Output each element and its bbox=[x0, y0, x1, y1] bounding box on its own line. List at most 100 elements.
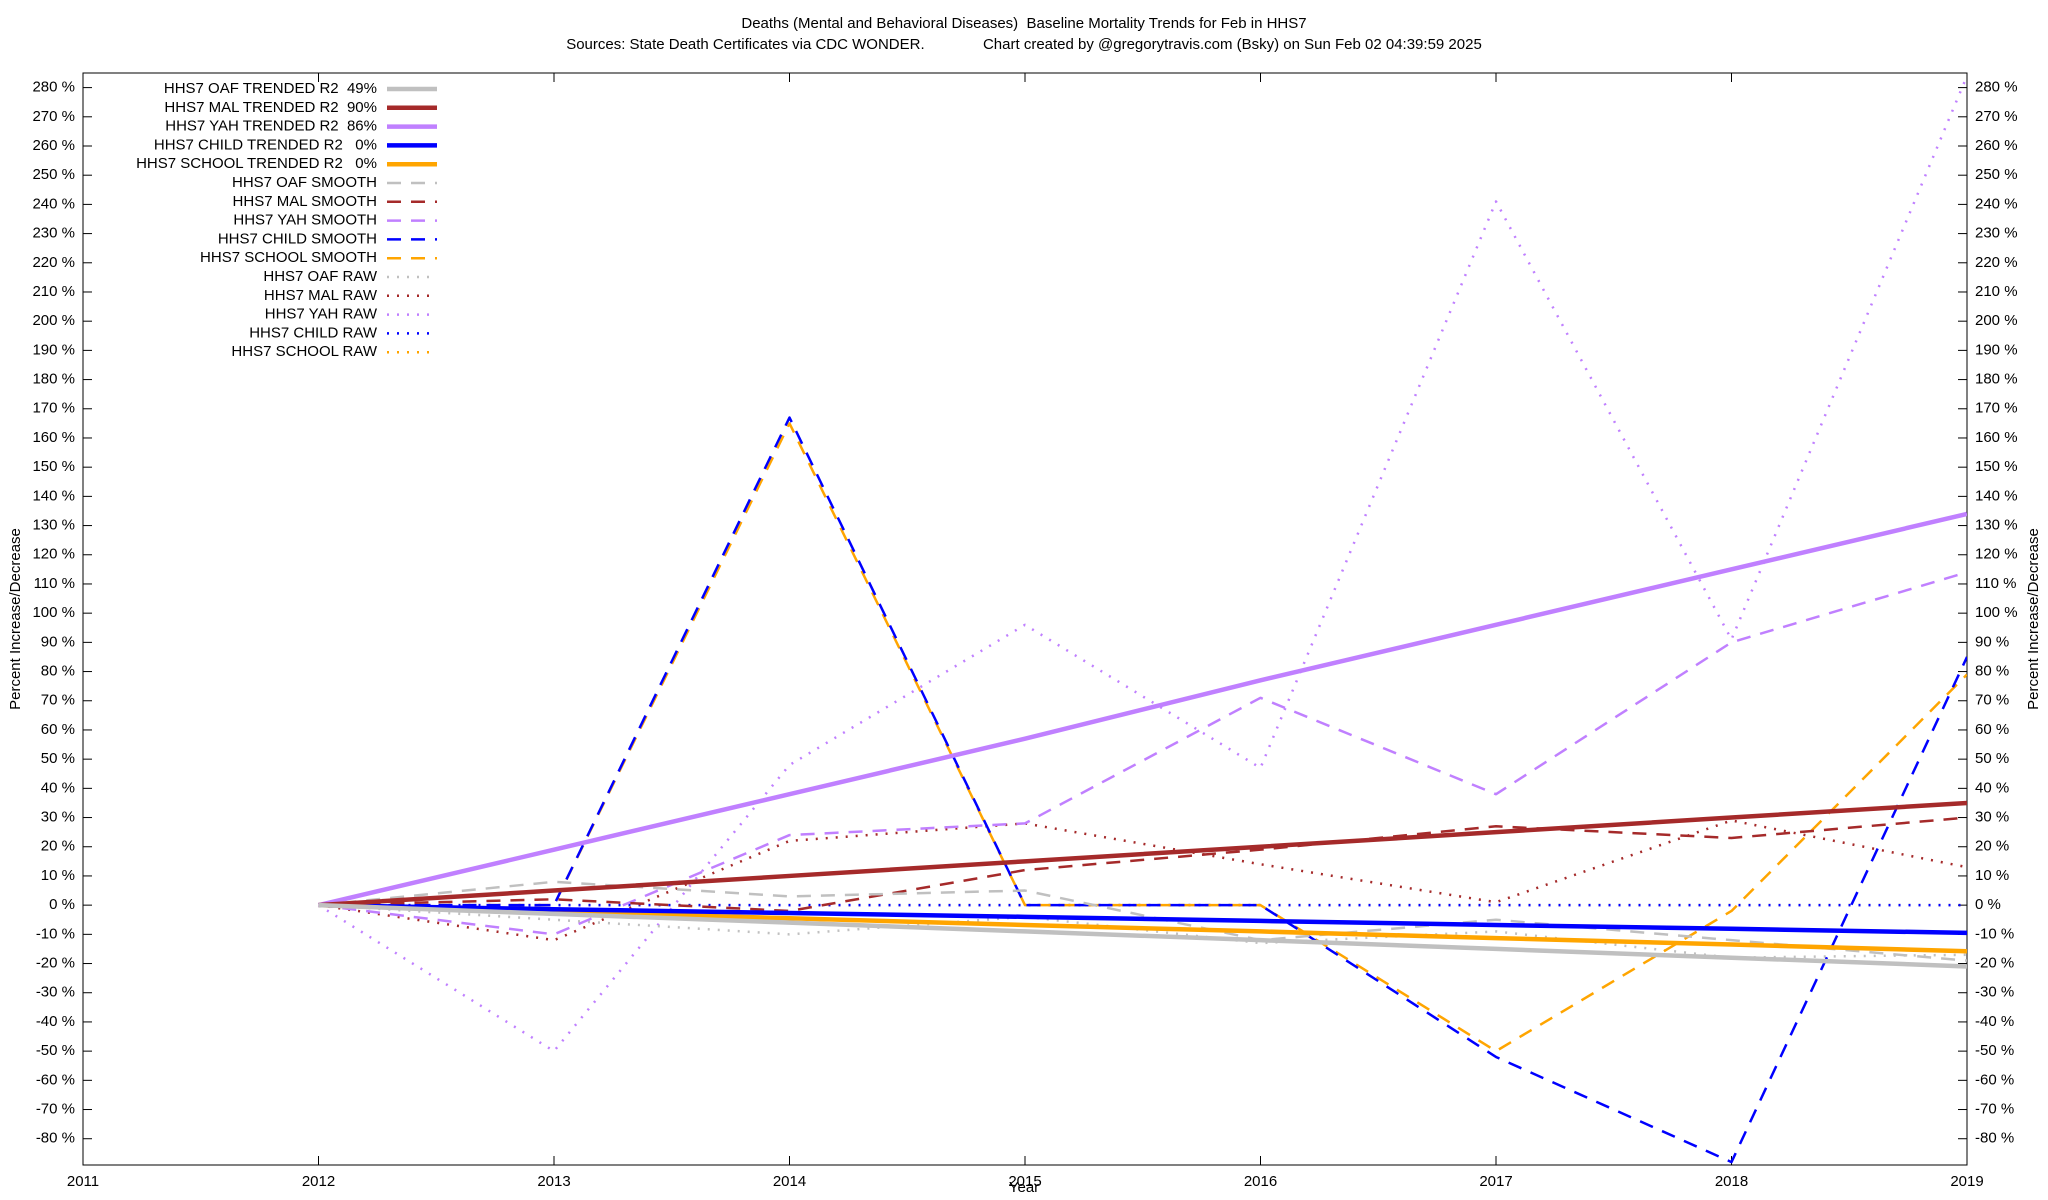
chart-title: Deaths (Mental and Behavioral Diseases) … bbox=[741, 15, 1306, 32]
y-tick-label: 280 % bbox=[32, 79, 75, 96]
y2-axis-label: Percent Increase/Decrease bbox=[2025, 528, 2042, 710]
y2-tick-label: 70 % bbox=[1975, 692, 2009, 709]
series-line bbox=[318, 416, 1967, 1164]
y-tick-label: 260 % bbox=[32, 137, 75, 154]
y2-tick-label: 170 % bbox=[1975, 400, 2018, 417]
x-axis-label: Year bbox=[1009, 1179, 1039, 1196]
plot-lines bbox=[317, 75, 1967, 1164]
y2-tick-label: -10 % bbox=[1975, 925, 2014, 942]
series-line bbox=[318, 902, 1967, 954]
y-tick-label: -70 % bbox=[36, 1100, 75, 1117]
x-tick-label: 2017 bbox=[1479, 1173, 1512, 1190]
series-line bbox=[317, 511, 1967, 908]
legend-label: HHS7 YAH SMOOTH bbox=[233, 212, 377, 229]
y2-tick-label: 220 % bbox=[1975, 254, 2018, 271]
y2-tick-label: 80 % bbox=[1975, 663, 2009, 680]
series-line bbox=[318, 902, 1967, 969]
y-tick-label: -80 % bbox=[36, 1130, 75, 1147]
y-tick-label: 180 % bbox=[32, 371, 75, 388]
series-line bbox=[318, 816, 1967, 913]
x-tick-label: 2016 bbox=[1244, 1173, 1277, 1190]
y2-tick-label: 200 % bbox=[1975, 312, 2018, 329]
series-line bbox=[318, 902, 1967, 936]
series-line bbox=[318, 800, 1967, 908]
y2-tick-label: 190 % bbox=[1975, 341, 2018, 358]
y-tick-label: -40 % bbox=[36, 1013, 75, 1030]
y2-tick-label: 90 % bbox=[1975, 633, 2009, 650]
y2-tick-label: 60 % bbox=[1975, 721, 2009, 738]
legend-label: HHS7 SCHOOL RAW bbox=[231, 343, 377, 360]
legend-label: HHS7 MAL RAW bbox=[264, 287, 378, 304]
legend-label: HHS7 OAF SMOOTH bbox=[232, 174, 377, 191]
y-tick-label: -20 % bbox=[36, 955, 75, 972]
x-tick-label: 2015 bbox=[1008, 1173, 1041, 1190]
y2-tick-label: 150 % bbox=[1975, 458, 2018, 475]
y-tick-label: 150 % bbox=[32, 458, 75, 475]
y-tick-label: 140 % bbox=[32, 487, 75, 504]
y-tick-label: 270 % bbox=[32, 108, 75, 125]
y-tick-label: 50 % bbox=[41, 750, 75, 767]
legend-label: HHS7 YAH TRENDED R2 86% bbox=[165, 118, 377, 135]
y2-tick-label: 100 % bbox=[1975, 604, 2018, 621]
y2-tick-label: 250 % bbox=[1975, 166, 2018, 183]
y2-tick-label: 0 % bbox=[1975, 896, 2001, 913]
legend-label: HHS7 YAH RAW bbox=[265, 306, 378, 323]
y2-tick-label: 20 % bbox=[1975, 838, 2009, 855]
y-tick-label: 0 % bbox=[49, 896, 75, 913]
y2-tick-label: 110 % bbox=[1975, 575, 2016, 592]
series-line bbox=[318, 880, 1967, 962]
y2-tick-label: 30 % bbox=[1975, 809, 2009, 826]
legend-label: HHS7 CHILD RAW bbox=[249, 324, 378, 341]
y-tick-label: -50 % bbox=[36, 1042, 75, 1059]
y-tick-label: 60 % bbox=[41, 721, 75, 738]
y2-tick-label: -60 % bbox=[1975, 1071, 2014, 1088]
y2-tick-label: -80 % bbox=[1975, 1130, 2014, 1147]
y-tick-label: 30 % bbox=[41, 809, 75, 826]
y-tick-label: 230 % bbox=[32, 225, 75, 242]
y2-tick-label: -40 % bbox=[1975, 1013, 2014, 1030]
y-tick-label: 90 % bbox=[41, 633, 75, 650]
y2-tick-label: 240 % bbox=[1975, 195, 2018, 212]
y-tick-label: 70 % bbox=[41, 692, 75, 709]
y-tick-label: -60 % bbox=[36, 1071, 75, 1088]
y2-tick-label: 270 % bbox=[1975, 108, 2018, 125]
legend-label: HHS7 CHILD SMOOTH bbox=[218, 230, 377, 247]
legend-label: HHS7 SCHOOL SMOOTH bbox=[200, 249, 377, 266]
x-tick-label: 2014 bbox=[773, 1173, 806, 1190]
y-axis-label: Percent Increase/Decrease bbox=[7, 528, 24, 710]
chart-subtitle: Sources: State Death Certificates via CD… bbox=[566, 36, 1482, 53]
legend-label: HHS7 OAF TRENDED R2 49% bbox=[164, 80, 377, 97]
y-tick-label: -30 % bbox=[36, 984, 75, 1001]
y2-tick-label: -20 % bbox=[1975, 955, 2014, 972]
y-tick-label: 110 % bbox=[34, 575, 75, 592]
legend-label: HHS7 MAL SMOOTH bbox=[233, 193, 377, 210]
legend-label: HHS7 MAL TRENDED R2 90% bbox=[164, 99, 377, 116]
y-tick-label: 120 % bbox=[32, 546, 75, 563]
y-tick-label: 10 % bbox=[41, 867, 75, 884]
x-tick-label: 2012 bbox=[302, 1173, 335, 1190]
y2-tick-label: 260 % bbox=[1975, 137, 2018, 154]
y2-tick-label: 50 % bbox=[1975, 750, 2009, 767]
y2-tick-label: 180 % bbox=[1975, 371, 2018, 388]
x-tick-label: 2018 bbox=[1715, 1173, 1748, 1190]
y2-tick-label: 230 % bbox=[1975, 225, 2018, 242]
y-tick-label: 130 % bbox=[32, 517, 75, 534]
y-tick-label: -10 % bbox=[36, 925, 75, 942]
series-line bbox=[318, 819, 1967, 942]
y-tick-label: 170 % bbox=[32, 400, 75, 417]
y2-tick-label: -70 % bbox=[1975, 1100, 2014, 1117]
y2-tick-label: -50 % bbox=[1975, 1042, 2014, 1059]
y-tick-label: 240 % bbox=[32, 195, 75, 212]
x-tick-label: 2019 bbox=[1950, 1173, 1983, 1190]
y2-tick-label: 160 % bbox=[1975, 429, 2018, 446]
y-tick-label: 200 % bbox=[32, 312, 75, 329]
legend-label: HHS7 SCHOOL TRENDED R2 0% bbox=[136, 155, 377, 172]
y-tick-label: 210 % bbox=[32, 283, 75, 300]
y2-tick-label: 280 % bbox=[1975, 79, 2018, 96]
y-tick-label: 250 % bbox=[32, 166, 75, 183]
y2-tick-label: 130 % bbox=[1975, 517, 2018, 534]
y-tick-label: 80 % bbox=[41, 663, 75, 680]
legend-label: HHS7 OAF RAW bbox=[263, 268, 377, 285]
y-tick-label: 190 % bbox=[32, 341, 75, 358]
